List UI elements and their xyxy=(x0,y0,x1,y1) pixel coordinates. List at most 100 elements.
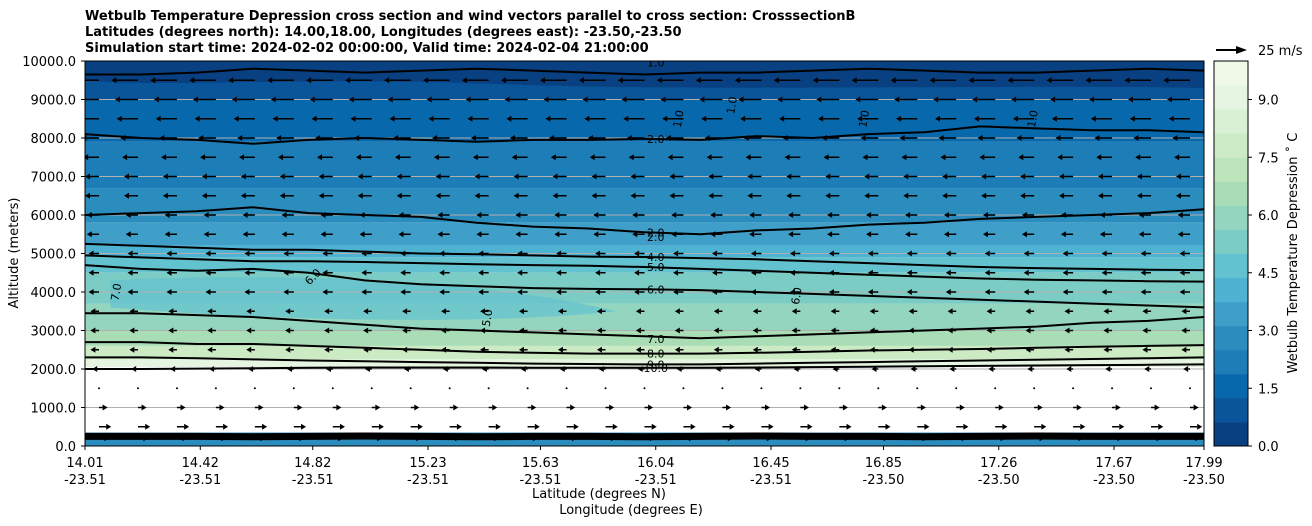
wind-vector xyxy=(942,173,957,180)
wind-vector xyxy=(437,212,450,218)
wind-vector xyxy=(623,115,645,122)
wind-vector xyxy=(986,346,996,353)
wind-vector xyxy=(433,154,450,161)
wind-vector xyxy=(890,77,918,84)
wind-vector xyxy=(635,346,645,353)
x-tick-label-lon: -23.50 xyxy=(978,473,1020,488)
wind-vector xyxy=(426,96,450,103)
wind-vector xyxy=(905,231,918,238)
wind-vector xyxy=(557,327,567,334)
colorbar-tick-label: 0.0 xyxy=(1258,440,1279,455)
contour-fill-band xyxy=(85,359,1204,368)
wind-vector xyxy=(242,212,255,218)
wind-vector xyxy=(988,366,996,372)
wind-vector xyxy=(116,115,138,122)
wind-vector xyxy=(800,435,811,442)
svg-text:6.0: 6.0 xyxy=(647,283,665,296)
wind-vector xyxy=(1057,154,1074,161)
wind-vector xyxy=(441,346,450,353)
wind-vector xyxy=(176,423,190,430)
wind-vector xyxy=(270,96,294,103)
wind-vector xyxy=(1011,96,1035,103)
wind-vector xyxy=(869,346,879,353)
wind-vector xyxy=(706,154,723,161)
wind-vector xyxy=(1151,423,1164,430)
wind-vector xyxy=(903,192,918,199)
wind-vector xyxy=(519,346,528,353)
wind-vector xyxy=(164,212,177,218)
wind-vector xyxy=(1181,346,1190,353)
wind-vector xyxy=(131,366,138,372)
wind-vector xyxy=(1135,154,1152,161)
wind-vector xyxy=(239,154,255,161)
wind-vector xyxy=(155,115,177,122)
wind-vector xyxy=(1167,96,1190,103)
wind-vector xyxy=(1064,346,1074,353)
wind-vector xyxy=(439,269,450,276)
wind-vector xyxy=(1151,435,1162,442)
wind-vector xyxy=(517,250,528,257)
wind-vector xyxy=(673,289,684,295)
wind-vector xyxy=(166,289,177,295)
wind-vector xyxy=(1025,346,1035,353)
wind-vector xyxy=(194,115,216,122)
wind-vector xyxy=(635,308,645,315)
wind-vector xyxy=(449,423,462,430)
wind-vector xyxy=(779,115,801,122)
wind-vector xyxy=(860,135,879,141)
wind-vector xyxy=(449,435,461,442)
y-axis: 0.0 1000.0 2000.0 3000.0 4000.0 5000.0 6000.0 7… xyxy=(22,55,85,455)
svg-text:10.0: 10.0 xyxy=(643,362,668,375)
contour-label: 1.0 xyxy=(724,96,740,115)
chart-title: Wetbulb Temperature Depression cross sec… xyxy=(85,9,855,57)
wind-vector xyxy=(1101,250,1113,257)
wind-vector xyxy=(1181,327,1190,334)
wind-vector xyxy=(596,346,606,353)
wind-vector xyxy=(938,135,957,141)
wind-vector xyxy=(363,346,372,353)
wind-vector xyxy=(90,346,99,353)
wind-vector xyxy=(1059,173,1074,180)
wind-vector xyxy=(85,154,99,161)
contour-fill-blob xyxy=(110,277,617,320)
wind-vector xyxy=(827,231,840,238)
wind-vector xyxy=(283,289,294,295)
wind-vector xyxy=(979,154,996,161)
wind-vector xyxy=(539,77,567,84)
wind-vector xyxy=(287,366,294,372)
wind-vector xyxy=(281,212,294,218)
wind-vector xyxy=(283,250,294,257)
wind-vector xyxy=(674,327,684,334)
wind-vector xyxy=(292,387,295,390)
wind-vector xyxy=(761,423,774,430)
wind-vector xyxy=(554,212,567,218)
wind-vector xyxy=(552,192,567,199)
wind-vector xyxy=(355,154,372,161)
wind-vector xyxy=(1101,269,1113,276)
wind-vector xyxy=(944,231,957,238)
y-tick-label: 10000.0 xyxy=(22,55,76,70)
wind-vector xyxy=(682,387,685,390)
wind-vector xyxy=(906,269,918,276)
wind-vector xyxy=(345,77,372,84)
wind-vector xyxy=(1181,308,1190,315)
wind-vector xyxy=(198,135,216,141)
wind-vector xyxy=(1064,308,1074,315)
wind-vector xyxy=(1112,404,1121,411)
wind-vector xyxy=(1007,77,1035,84)
wind-vector xyxy=(1098,192,1113,199)
wind-vector xyxy=(85,173,99,180)
x-tick-label-lat: 17.99 xyxy=(1185,456,1222,471)
wind-vector xyxy=(1124,77,1152,84)
wind-vector xyxy=(439,289,450,295)
wind-vector xyxy=(332,404,342,411)
wind-vector xyxy=(626,135,645,141)
wind-vector xyxy=(242,231,255,238)
wind-vector xyxy=(159,135,177,141)
colorbar-swatch xyxy=(1214,325,1248,351)
wind-vector xyxy=(977,135,996,141)
colorbar-swatch xyxy=(1214,85,1248,110)
contour-label: 4.0 xyxy=(647,251,665,264)
wind-vector xyxy=(478,250,489,257)
wind-vector xyxy=(713,327,723,334)
